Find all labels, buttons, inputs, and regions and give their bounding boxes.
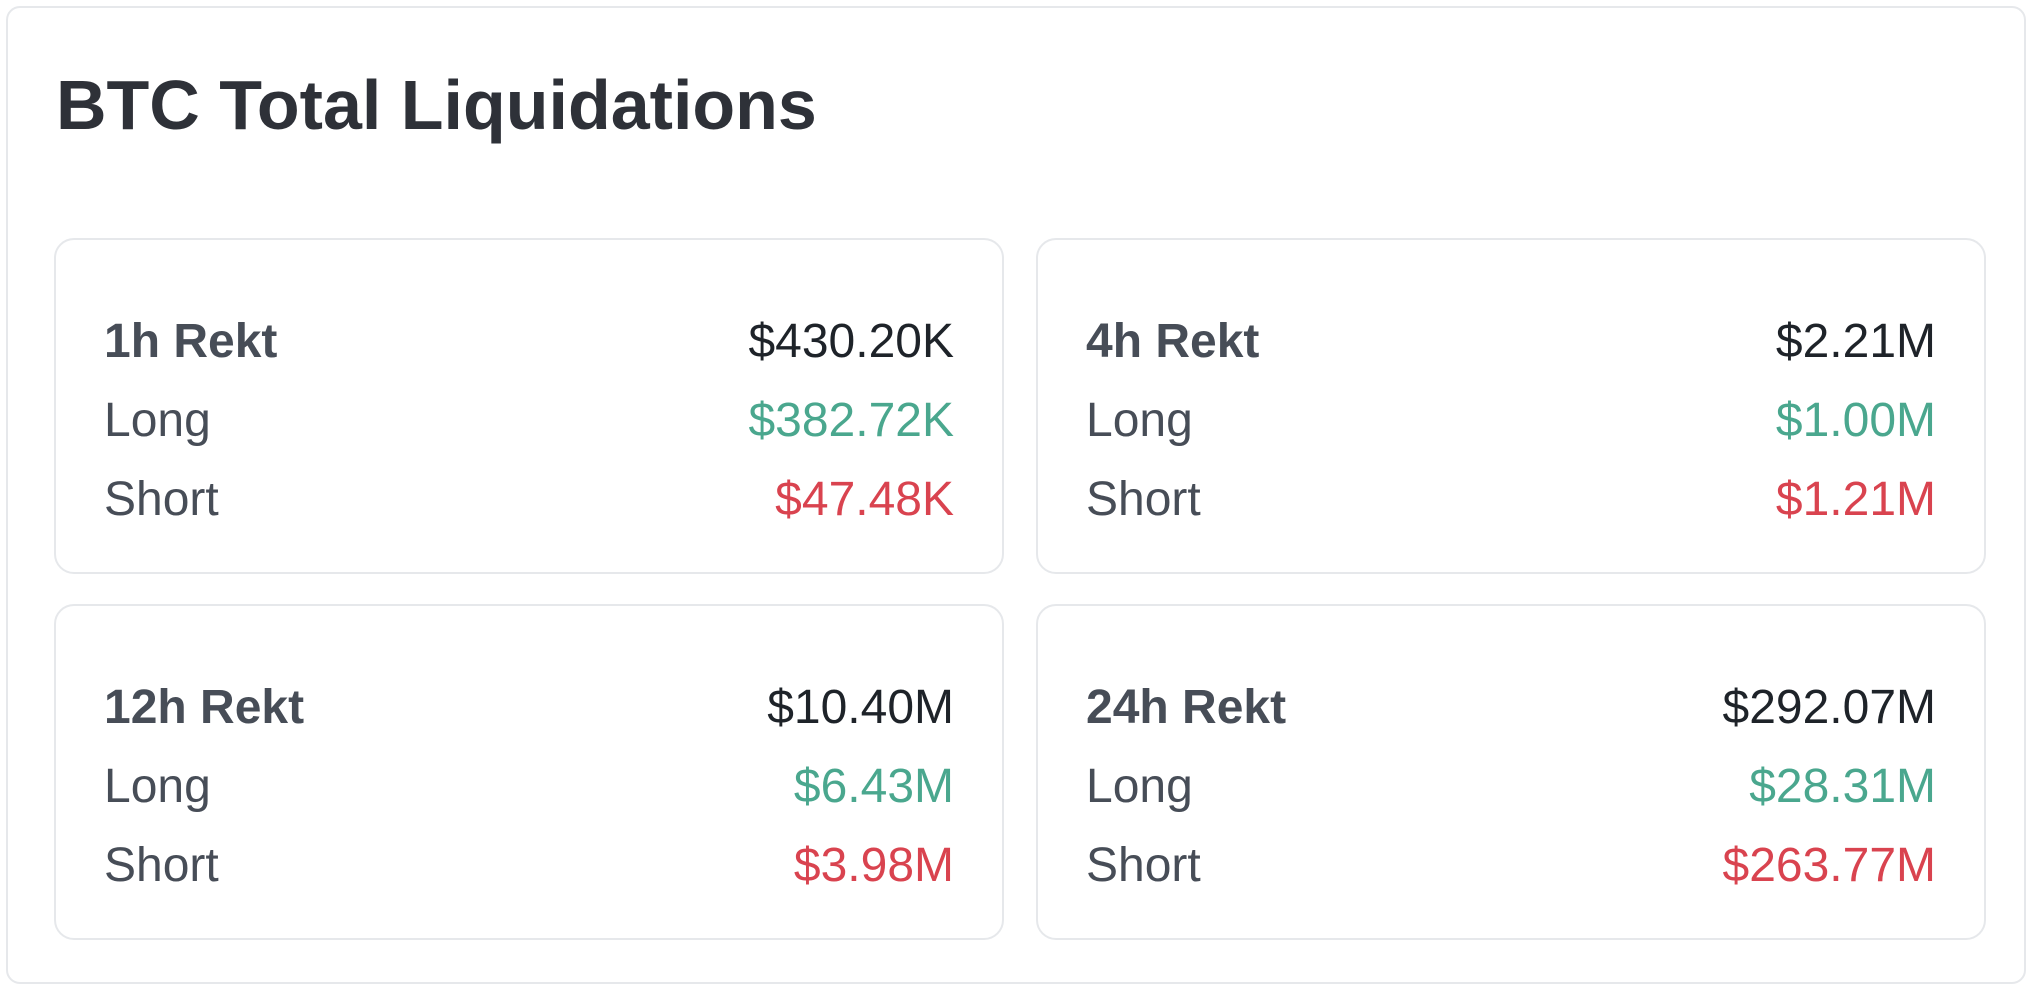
- liquidation-cards-grid: 1h Rekt $430.20K Long $382.72K Short $47…: [54, 238, 1986, 940]
- card-1h: 1h Rekt $430.20K Long $382.72K Short $47…: [54, 238, 1004, 574]
- card-header-row: 12h Rekt $10.40M: [104, 668, 954, 747]
- panel-title: BTC Total Liquidations: [56, 66, 817, 144]
- card-header-row: 24h Rekt $292.07M: [1086, 668, 1936, 747]
- long-value: $382.72K: [748, 393, 954, 447]
- short-row: Short $1.21M: [1086, 460, 1936, 539]
- long-label: Long: [1086, 759, 1193, 813]
- short-value: $47.48K: [775, 472, 954, 526]
- long-value: $6.43M: [793, 759, 954, 813]
- card-header-row: 4h Rekt $2.21M: [1086, 302, 1936, 381]
- long-label: Long: [1086, 393, 1193, 447]
- long-label: Long: [104, 393, 211, 447]
- card-header-row: 1h Rekt $430.20K: [104, 302, 954, 381]
- total-value: $430.20K: [748, 314, 954, 368]
- total-value: $10.40M: [767, 680, 954, 734]
- short-row: Short $47.48K: [104, 460, 954, 539]
- short-value: $1.21M: [1775, 472, 1936, 526]
- long-row: Long $1.00M: [1086, 381, 1936, 460]
- short-label: Short: [1086, 838, 1201, 892]
- long-label: Long: [104, 759, 211, 813]
- total-value: $2.21M: [1775, 314, 1936, 368]
- long-row: Long $28.31M: [1086, 747, 1936, 826]
- short-value: $3.98M: [793, 838, 954, 892]
- short-row: Short $3.98M: [104, 826, 954, 905]
- short-label: Short: [104, 838, 219, 892]
- short-row: Short $263.77M: [1086, 826, 1936, 905]
- period-label: 24h Rekt: [1086, 680, 1287, 734]
- liquidations-panel: BTC Total Liquidations 1h Rekt $430.20K …: [6, 6, 2026, 984]
- period-label: 12h Rekt: [104, 680, 305, 734]
- long-value: $28.31M: [1749, 759, 1936, 813]
- total-value: $292.07M: [1722, 680, 1937, 734]
- card-24h: 24h Rekt $292.07M Long $28.31M Short $26…: [1036, 604, 1986, 940]
- period-label: 4h Rekt: [1086, 314, 1260, 368]
- long-row: Long $382.72K: [104, 381, 954, 460]
- short-label: Short: [104, 472, 219, 526]
- long-row: Long $6.43M: [104, 747, 954, 826]
- short-label: Short: [1086, 472, 1201, 526]
- period-label: 1h Rekt: [104, 314, 278, 368]
- short-value: $263.77M: [1722, 838, 1937, 892]
- long-value: $1.00M: [1775, 393, 1936, 447]
- card-12h: 12h Rekt $10.40M Long $6.43M Short $3.98…: [54, 604, 1004, 940]
- card-4h: 4h Rekt $2.21M Long $1.00M Short $1.21M: [1036, 238, 1986, 574]
